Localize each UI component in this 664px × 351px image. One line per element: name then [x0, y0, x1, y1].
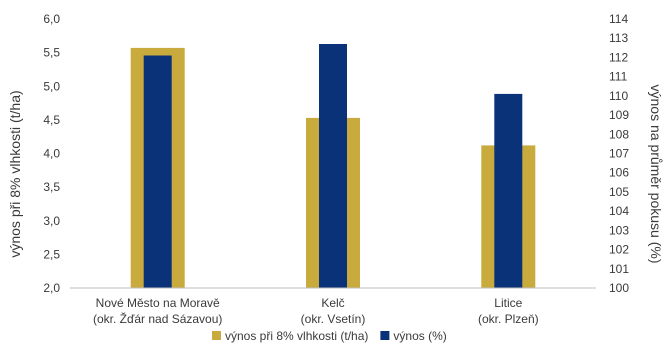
y-right-tick-label: 112 [609, 50, 628, 64]
legend-label-2: výnos (%) [393, 329, 446, 343]
y-left-tick-label: 5,0 [43, 79, 60, 93]
y-right-tick-label: 106 [609, 166, 629, 180]
y-left-tick-label: 2,0 [43, 281, 60, 295]
y-right-tick-label: 102 [609, 243, 629, 257]
y-left-tick-label: 4,0 [43, 147, 60, 161]
y-right-tick-label: 108 [609, 127, 629, 141]
y-left-tick-label: 6,0 [43, 12, 60, 26]
x-category-label: Kelč (okr. Vsetín) [301, 296, 366, 326]
bar-series-2-category-3 [494, 93, 523, 289]
y-right-tick-label: 114 [609, 12, 628, 26]
y-left-tick-label: 5,5 [43, 46, 60, 60]
y-right-tick-label: 101 [609, 262, 629, 276]
bar-series-2-category-1 [143, 55, 172, 288]
y-axis-right-title: výnos na průměr pokusu (%) [648, 85, 664, 264]
legend: výnos při 8% vlhkosti (t/ha) výnos (%) [212, 329, 447, 343]
x-category-label: Litice (okr. Plzeň) [478, 296, 539, 326]
y-right-tick-label: 109 [609, 108, 629, 122]
y-left-tick-label: 3,5 [43, 180, 60, 194]
bars-layer [130, 44, 536, 289]
legend-label-1: výnos při 8% vlhkosti (t/ha) [225, 329, 368, 343]
y-right-tick-label: 104 [609, 204, 629, 218]
y-right-tick-label: 103 [609, 223, 629, 237]
y-right-tick-label: 110 [609, 89, 628, 103]
left-axis-ticks: 2,0 2,5 3,0 3,5 4,0 4,5 5,0 5,5 6,0 [43, 12, 60, 295]
y-right-tick-label: 111 [609, 70, 628, 84]
legend-swatch-2 [380, 331, 390, 340]
legend-swatch-1 [212, 331, 221, 340]
y-left-tick-label: 2,5 [43, 247, 60, 261]
y-left-tick-label: 4,5 [43, 113, 60, 127]
y-right-tick-label: 105 [609, 185, 629, 199]
y-left-tick-label: 3,0 [43, 214, 60, 228]
y-right-tick-label: 107 [609, 147, 629, 161]
bar-series-2-category-2 [319, 44, 347, 288]
x-category-label: Nové Město na Moravě (okr. Žďár nad Sázav… [93, 296, 222, 326]
y-right-tick-label: 113 [609, 31, 628, 45]
right-axis-ticks: 100 101 102 103 104 105 106 107 108 109 110 111 112 1… [609, 12, 629, 295]
y-right-tick-label: 100 [609, 281, 629, 295]
y-axis-left-title: výnos při 8% vlhkosti (t/ha) [7, 90, 23, 257]
category-labels: Nové Město na Moravě (okr. Žďár nad Sázav… [93, 296, 539, 326]
